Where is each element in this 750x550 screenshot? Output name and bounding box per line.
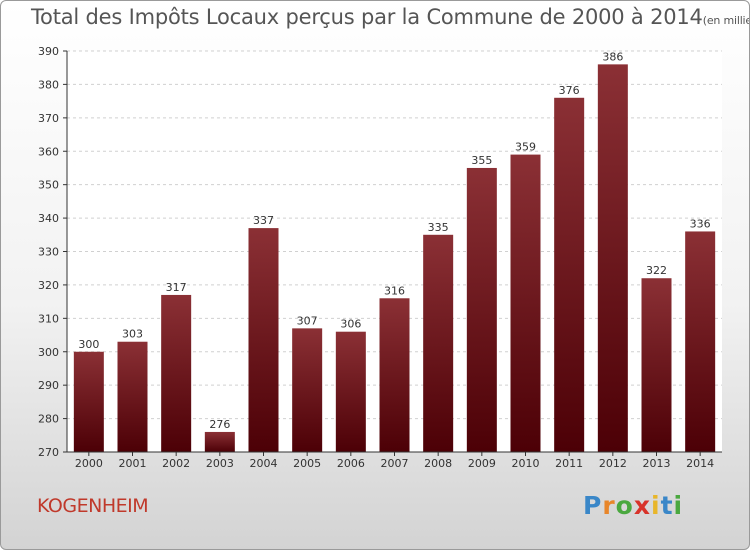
commune-name: KOGENHEIM (37, 495, 149, 517)
x-tick-label: 2008 (424, 457, 452, 470)
bar-value-label: 359 (515, 141, 536, 154)
x-tick-label: 2004 (250, 457, 278, 470)
y-tick-label: 350 (38, 179, 59, 192)
chart-title: Total des Impôts Locaux perçus par la Co… (31, 5, 749, 29)
y-tick-label: 360 (38, 145, 59, 158)
bar (466, 167, 497, 453)
x-tick-label: 2002 (162, 457, 190, 470)
bar-value-label: 337 (253, 214, 274, 227)
chart-unit-note: (en milliers d'€) (702, 14, 749, 27)
logo-letter: o (615, 491, 634, 520)
logo-letter: i (651, 491, 661, 520)
bar (73, 351, 104, 452)
logo-letter: P (583, 491, 603, 520)
y-tick-label: 280 (38, 413, 59, 426)
y-tick-label: 320 (38, 279, 59, 292)
bar-value-label: 306 (340, 318, 361, 331)
x-tick-label: 2013 (643, 457, 671, 470)
y-tick-label: 330 (38, 246, 59, 259)
bar (597, 64, 628, 452)
bar-value-label: 376 (559, 84, 580, 97)
bar (423, 234, 454, 452)
y-tick-label: 380 (38, 78, 59, 91)
x-tick-label: 2011 (555, 457, 583, 470)
x-tick-label: 2000 (75, 457, 103, 470)
bar-value-label: 336 (690, 217, 711, 230)
y-tick-label: 390 (38, 45, 59, 58)
bar (204, 431, 235, 452)
bar-value-label: 355 (471, 154, 492, 167)
bar-value-label: 303 (122, 328, 143, 341)
bar (335, 331, 366, 452)
bar (292, 328, 323, 452)
y-tick-label: 270 (38, 446, 59, 459)
bar (685, 231, 716, 452)
y-tick-label: 310 (38, 312, 59, 325)
y-tick-label: 290 (38, 379, 59, 392)
bar-value-label: 316 (384, 284, 405, 297)
x-tick-label: 2005 (293, 457, 321, 470)
bar-value-label: 300 (78, 338, 99, 351)
bar (510, 154, 541, 452)
y-tick-label: 340 (38, 212, 59, 225)
y-tick-label: 370 (38, 112, 59, 125)
logo-letter: t (660, 491, 674, 520)
x-tick-label: 2001 (119, 457, 147, 470)
y-tick-label: 300 (38, 346, 59, 359)
bar-value-label: 307 (297, 314, 318, 327)
bar-value-label: 386 (602, 50, 623, 63)
logo-letter: x (633, 491, 651, 520)
bar-value-label: 276 (209, 418, 230, 431)
bar (641, 278, 672, 452)
bar-value-label: 317 (166, 281, 187, 294)
logo-letter: i (673, 491, 684, 520)
x-tick-label: 2014 (686, 457, 714, 470)
x-tick-label: 2003 (206, 457, 234, 470)
bar (161, 294, 192, 452)
x-tick-label: 2012 (599, 457, 627, 470)
bar (554, 97, 585, 453)
x-tick-label: 2010 (512, 457, 540, 470)
x-tick-label: 2007 (381, 457, 409, 470)
proxiti-logo[interactable]: Proxiti (583, 491, 683, 520)
logo-letter: r (602, 491, 616, 520)
x-tick-label: 2009 (468, 457, 496, 470)
x-tick-label: 2006 (337, 457, 365, 470)
bar-value-label: 335 (428, 221, 449, 234)
bar-value-label: 322 (646, 264, 667, 277)
chart-title-text: Total des Impôts Locaux perçus par la Co… (31, 5, 703, 29)
bar (117, 341, 148, 452)
bar (248, 228, 279, 452)
bar (379, 298, 410, 452)
